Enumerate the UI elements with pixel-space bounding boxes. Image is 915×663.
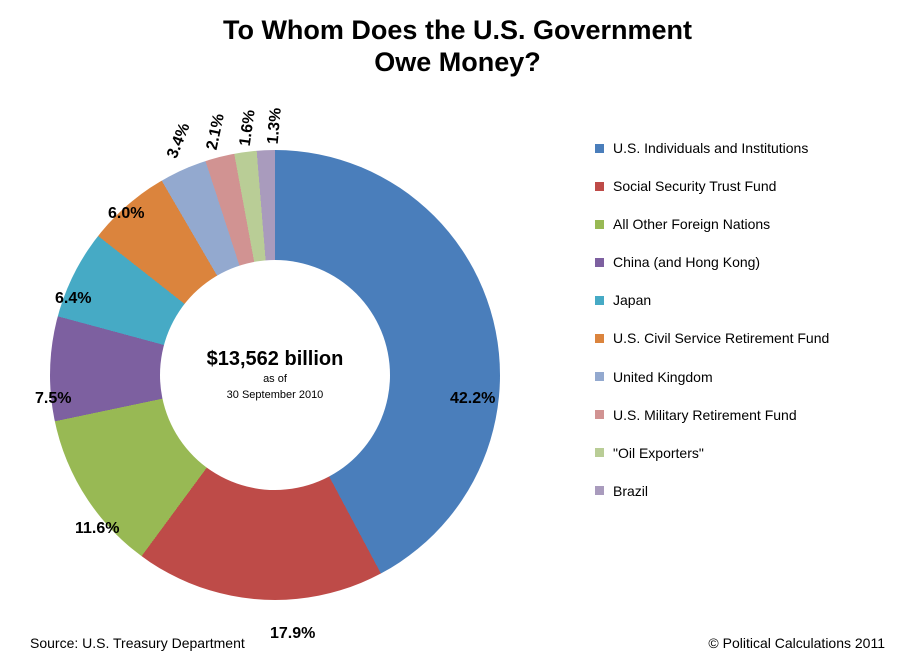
legend-marker [595, 372, 604, 381]
legend-marker [595, 144, 604, 153]
legend-label: All Other Foreign Nations [613, 216, 770, 232]
legend-marker [595, 220, 604, 229]
legend-marker [595, 410, 604, 419]
legend-label: Japan [613, 292, 651, 308]
legend-item: All Other Foreign Nations [595, 216, 885, 232]
legend-item: U.S. Military Retirement Fund [595, 407, 885, 423]
legend-marker [595, 182, 604, 191]
legend-item: China (and Hong Kong) [595, 254, 885, 270]
slice-label: 1.6% [237, 109, 260, 148]
title-line-1: To Whom Does the U.S. Government [0, 14, 915, 46]
legend: U.S. Individuals and Institutions Social … [595, 140, 885, 521]
legend-marker [595, 296, 604, 305]
slice-label: 7.5% [35, 390, 71, 408]
slice-label: 1.3% [265, 107, 286, 145]
slice-label: 3.4% [164, 121, 194, 162]
legend-label: U.S. Civil Service Retirement Fund [613, 330, 829, 346]
slice-label: 11.6% [75, 520, 119, 538]
slice-label: 6.4% [55, 290, 91, 308]
legend-item: U.S. Civil Service Retirement Fund [595, 330, 885, 346]
legend-label: Brazil [613, 483, 648, 499]
legend-item: Social Security Trust Fund [595, 178, 885, 194]
legend-label: "Oil Exporters" [613, 445, 704, 461]
source-text: Source: U.S. Treasury Department [30, 635, 245, 651]
legend-label: China (and Hong Kong) [613, 254, 760, 270]
donut-chart: $13,562 billion as of 30 September 2010 … [30, 100, 550, 620]
legend-item: Japan [595, 292, 885, 308]
legend-label: U.S. Military Retirement Fund [613, 407, 797, 423]
slice-labels: 42.2%17.9%11.6%7.5%6.4%6.0%3.4%2.1%1.6%1… [30, 100, 550, 620]
legend-item: "Oil Exporters" [595, 445, 885, 461]
legend-item: United Kingdom [595, 369, 885, 385]
footer: Source: U.S. Treasury Department © Polit… [0, 635, 915, 651]
slice-label: 42.2% [450, 390, 495, 408]
legend-item: Brazil [595, 483, 885, 499]
legend-label: U.S. Individuals and Institutions [613, 140, 808, 156]
legend-label: United Kingdom [613, 369, 713, 385]
slice-label: 6.0% [108, 205, 144, 223]
copyright-text: © Political Calculations 2011 [708, 635, 885, 651]
slice-label: 2.1% [204, 112, 229, 151]
legend-marker [595, 334, 604, 343]
legend-marker [595, 448, 604, 457]
legend-marker [595, 258, 604, 267]
legend-item: U.S. Individuals and Institutions [595, 140, 885, 156]
legend-marker [595, 486, 604, 495]
chart-title: To Whom Does the U.S. Government Owe Mon… [0, 0, 915, 79]
title-line-2: Owe Money? [0, 46, 915, 78]
legend-label: Social Security Trust Fund [613, 178, 776, 194]
